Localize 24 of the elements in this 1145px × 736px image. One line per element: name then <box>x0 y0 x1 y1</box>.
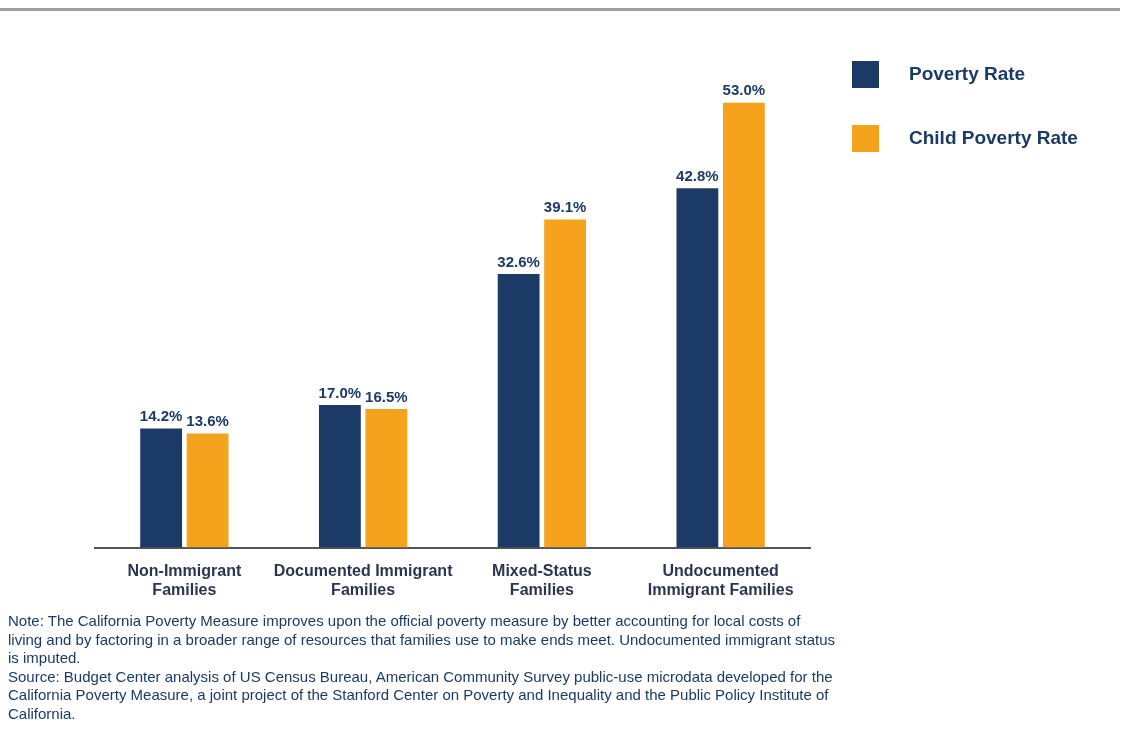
data-label: 42.8% <box>676 167 719 185</box>
bar <box>140 428 183 548</box>
data-label: 14.2% <box>139 407 183 425</box>
bar <box>722 102 765 548</box>
bar <box>365 409 408 548</box>
x-tick-label: Mixed-Status Families <box>492 561 592 598</box>
legend-label: Poverty Rate <box>909 63 1026 85</box>
data-label: 39.1% <box>543 198 587 216</box>
x-tick-label: Documented Immigrant Families <box>273 561 454 598</box>
data-label: 13.6% <box>186 412 229 430</box>
data-label: 16.5% <box>365 387 408 405</box>
x-tick-label: Undocumented Immigrant Families <box>647 561 794 598</box>
bar <box>318 404 361 548</box>
bar <box>497 273 540 548</box>
legend-label: Child Poverty Rate <box>909 127 1078 149</box>
source-note: Source: Budget Center analysis of US Census Bureau, American Community Survey public-use microdata developed for the California Poverty Measure, a joint project of the Stanford Center on Poverty and Inequality and the Public Policy Institute of California. <box>8 667 834 723</box>
x-tick-label: Non-Immigrant Families <box>127 561 242 598</box>
bar <box>544 219 587 548</box>
data-label: 17.0% <box>318 383 362 401</box>
bar <box>676 188 719 548</box>
data-label: 53.0% <box>722 81 766 99</box>
data-label: 32.6% <box>497 252 540 270</box>
bar <box>186 433 229 548</box>
text: Note: The California Poverty Measure improves upon the official poverty measure by better accounting for local costs of living and by factoring in a broader range of resources that families use to make ends meet. Undocumented immigrant status is imputed. <box>8 612 837 668</box>
